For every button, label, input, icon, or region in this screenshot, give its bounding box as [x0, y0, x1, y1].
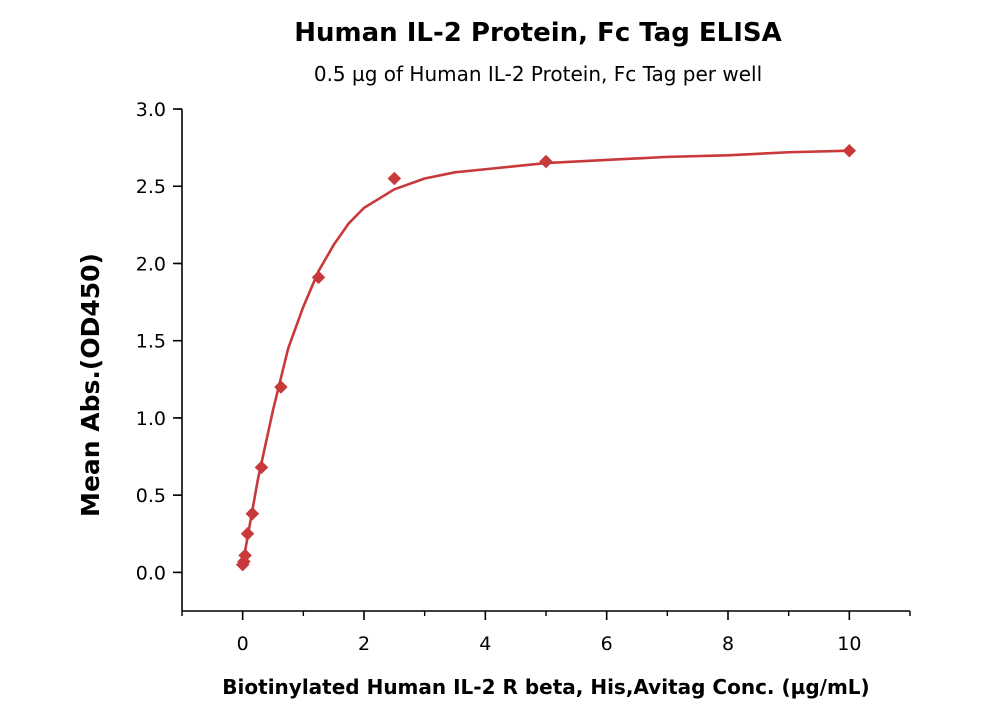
- y-tick-label: 1.0: [136, 408, 166, 430]
- x-tick-label: 8: [722, 633, 734, 655]
- data-point: [842, 143, 857, 158]
- y-tick-label: 3.0: [136, 99, 166, 121]
- data-point: [274, 380, 288, 394]
- data-point: [254, 460, 269, 475]
- y-tick-label: 2.0: [136, 253, 166, 275]
- x-tick-label: 10: [837, 633, 861, 655]
- data-point: [237, 554, 251, 569]
- data-point: [387, 171, 402, 186]
- x-axis-title: Biotinylated Human IL-2 R beta, His,Avit…: [222, 675, 869, 699]
- y-tick-label: 0.5: [136, 485, 166, 507]
- y-tick-label: 0.0: [136, 562, 166, 584]
- y-tick-label: 1.5: [136, 331, 166, 353]
- data-point: [245, 506, 260, 521]
- axes-layer: [181, 109, 910, 612]
- chart-subtitle: 0.5 µg of Human IL-2 Protein, Fc Tag per…: [313, 62, 763, 86]
- x-tick-label: 0: [237, 633, 249, 655]
- x-tick-label: 4: [479, 633, 491, 655]
- x-tick-label: 6: [601, 633, 613, 655]
- y-tick-label: 2.5: [136, 176, 166, 198]
- data-point: [311, 270, 326, 285]
- chart-title: Human IL-2 Protein, Fc Tag ELISA: [294, 18, 782, 48]
- curve-layer: [241, 149, 850, 565]
- data-point: [240, 526, 255, 541]
- data-point: [238, 548, 252, 563]
- x-tick-label: 2: [358, 633, 370, 655]
- data-point: [539, 154, 553, 169]
- fit-curve-line: [241, 149, 850, 565]
- ticks-layer: 0.0 0.5 1.0 1.5 2.0 2.5 3.0 0 2 4 6 8 10: [136, 99, 911, 655]
- points-layer: [235, 143, 857, 572]
- y-axis-title: Mean Abs.(OD450): [76, 253, 105, 517]
